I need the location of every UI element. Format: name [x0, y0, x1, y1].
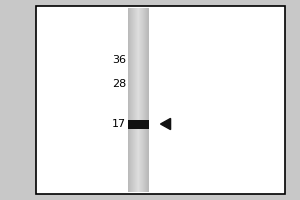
Bar: [143, 8, 144, 192]
Text: 17: 17: [112, 119, 126, 129]
Bar: [145, 8, 146, 192]
Bar: [139, 8, 140, 192]
Bar: [138, 8, 139, 192]
Bar: [130, 8, 131, 192]
Bar: [144, 8, 145, 192]
Bar: [131, 8, 132, 192]
Bar: [141, 8, 142, 192]
Bar: [142, 8, 143, 192]
Bar: [36, 6, 285, 194]
Bar: [136, 8, 137, 192]
Bar: [132, 8, 133, 192]
Bar: [147, 8, 148, 192]
Bar: [129, 8, 130, 192]
Bar: [140, 8, 141, 192]
Bar: [136, 8, 137, 192]
Bar: [146, 8, 147, 192]
Bar: [133, 8, 134, 192]
Text: 36: 36: [112, 55, 126, 65]
Bar: [134, 8, 135, 192]
Bar: [128, 8, 129, 192]
Bar: [128, 119, 148, 129]
Polygon shape: [160, 118, 171, 130]
Bar: [137, 8, 138, 192]
Bar: [135, 8, 136, 192]
Text: 28: 28: [112, 79, 126, 89]
